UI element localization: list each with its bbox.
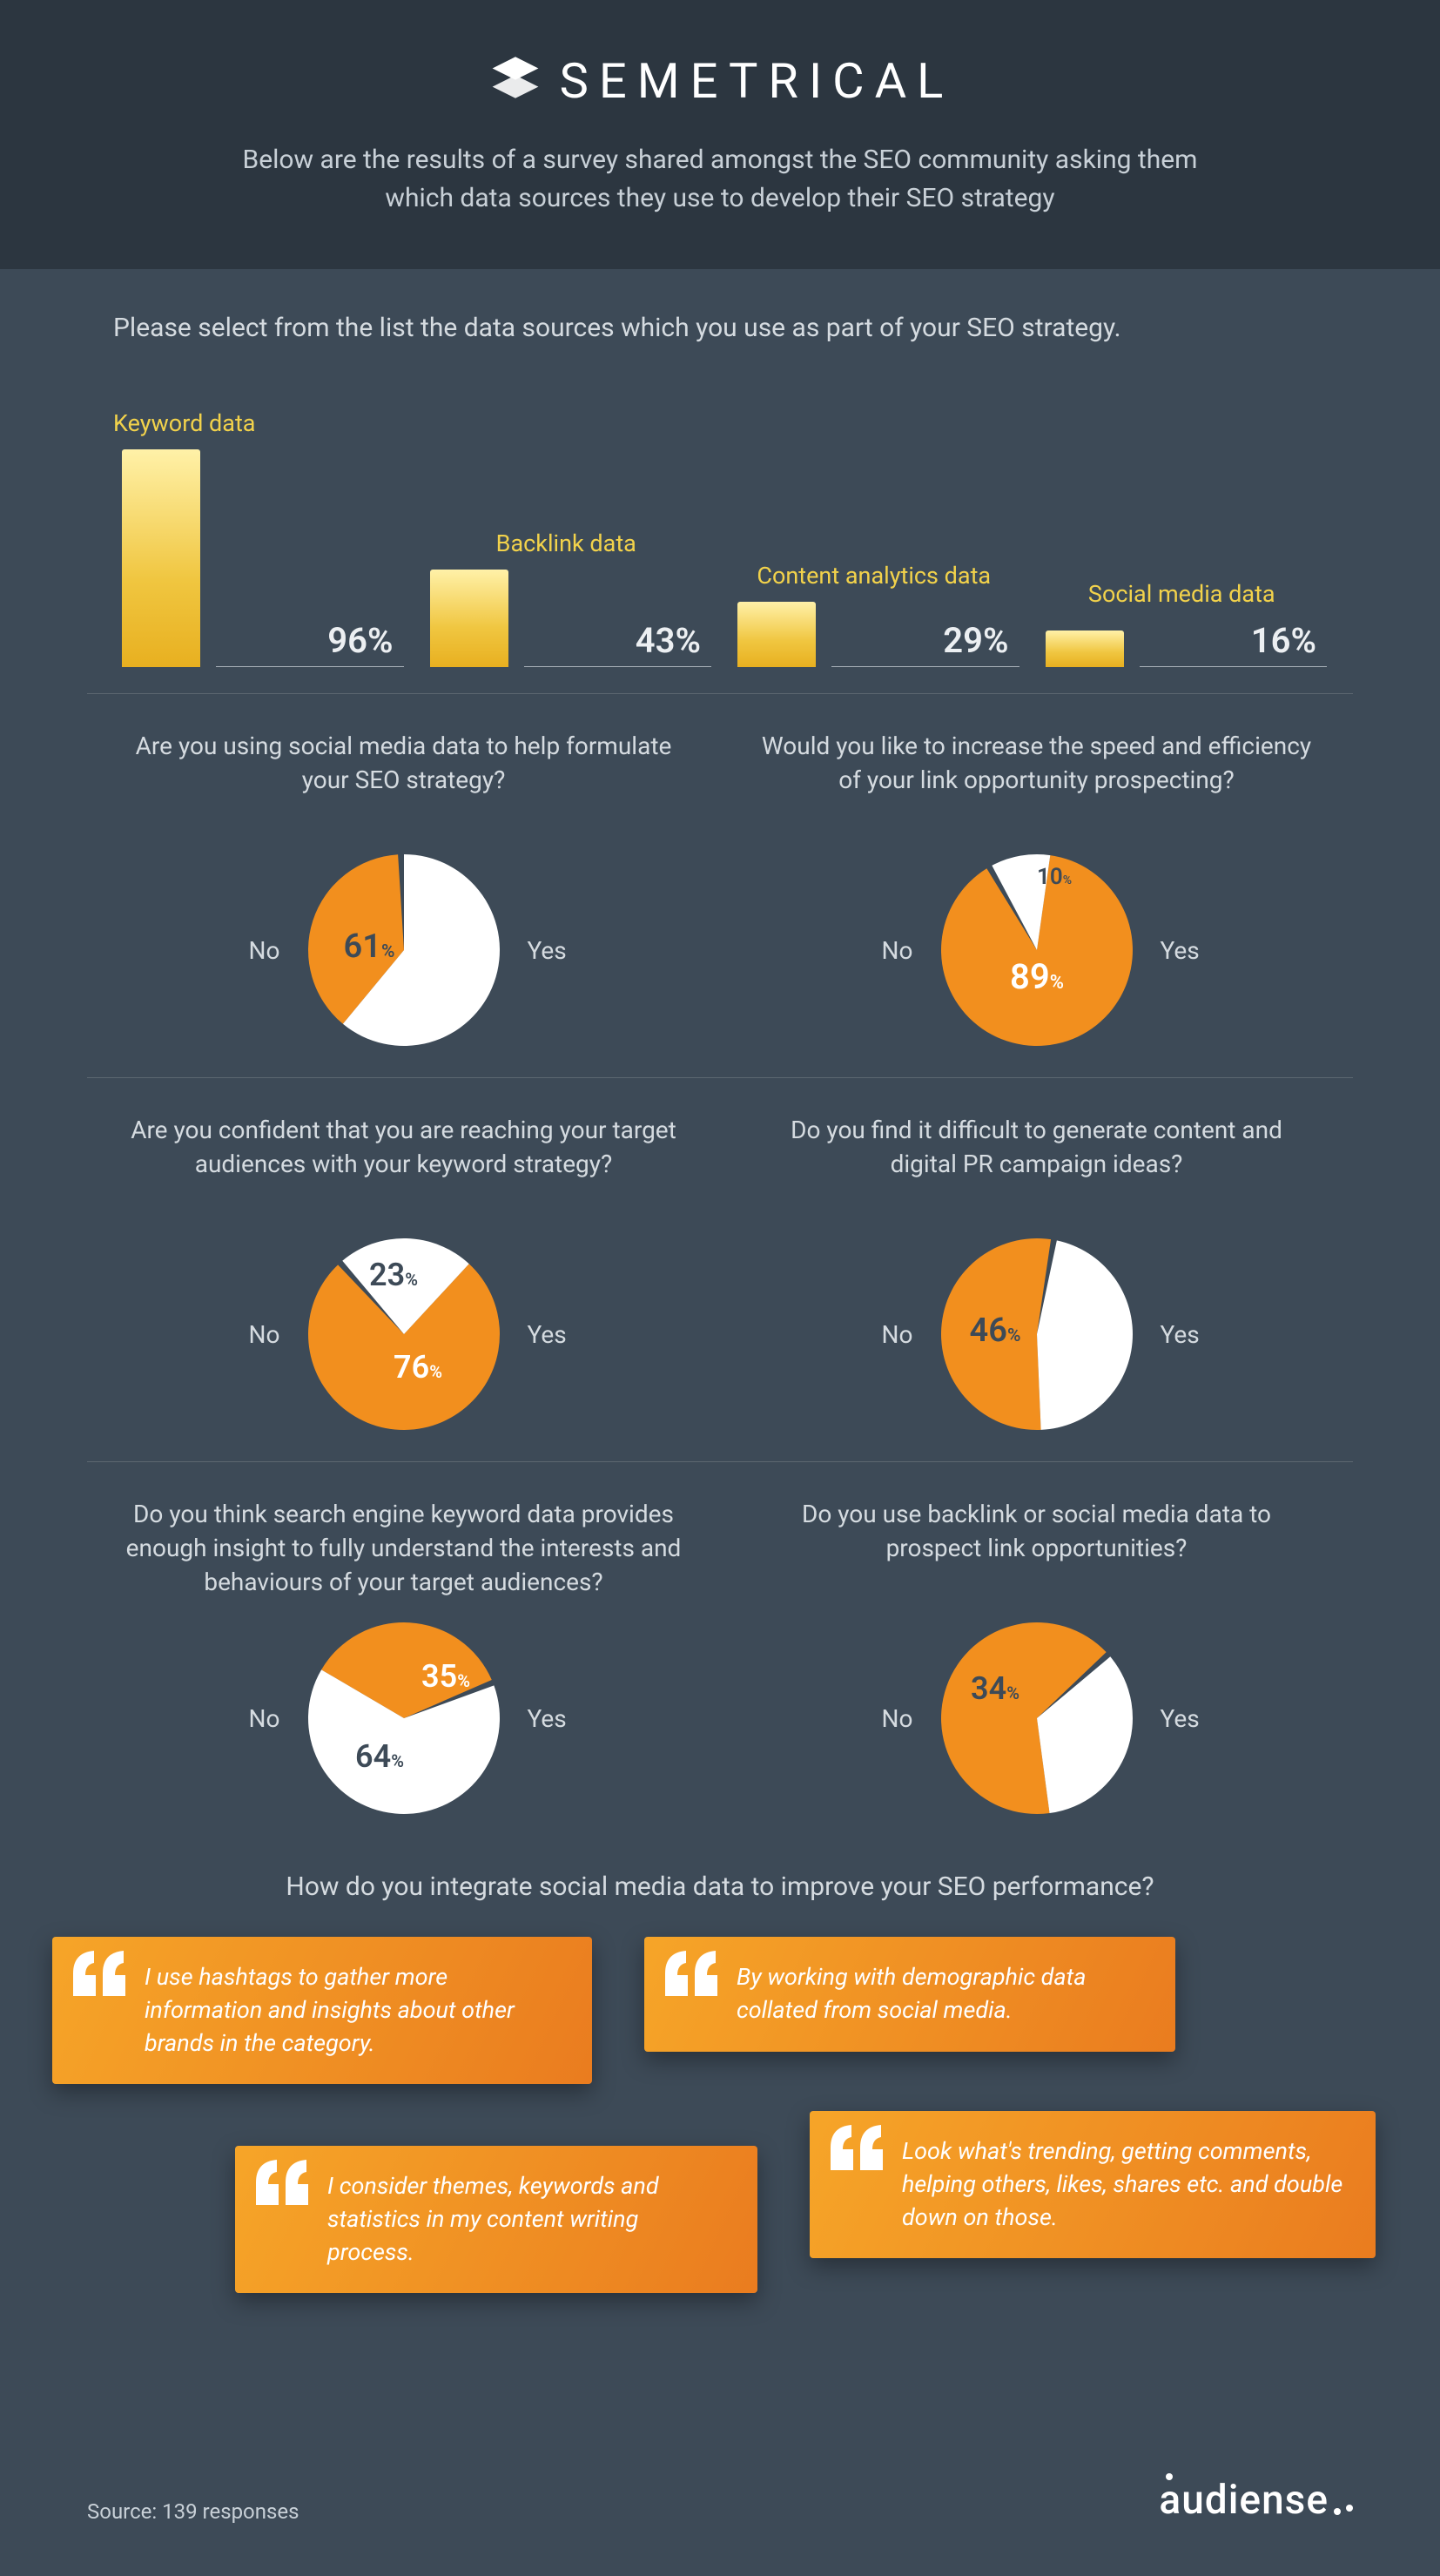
bar (430, 570, 508, 667)
bar (122, 449, 200, 667)
bar-item: Backlink data 43% (421, 498, 712, 667)
pie-no-label: No (844, 1320, 913, 1349)
pie-cell: Do you think search engine keyword data … (87, 1462, 720, 1845)
pie-question: Are you using social media data to help … (104, 729, 703, 833)
pie-no-label: No (844, 936, 913, 965)
bar-label: Content analytics data (757, 530, 991, 591)
quote-box: I consider themes, keywords and statisti… (235, 2146, 757, 2293)
quote-box: Look what's trending, getting comments, … (810, 2111, 1376, 2258)
pie-yes-label: Yes (528, 1704, 597, 1733)
pie-cell: Are you using social media data to help … (87, 694, 720, 1078)
quotes-question: How do you integrate social media data t… (87, 1871, 1353, 1902)
pie-chart: 46%53% (936, 1233, 1138, 1435)
bar-label: Keyword data (113, 378, 255, 439)
pie-question: Would you like to increase the speed and… (737, 729, 1336, 833)
brand-logo: SEMETRICAL (87, 52, 1353, 110)
quotes-canvas: I use hashtags to gather more informatio… (87, 1937, 1353, 2424)
bar-item: Content analytics data 29% (729, 530, 1019, 667)
bar-value-line: 43% (524, 620, 712, 667)
quote-text: I consider themes, keywords and statisti… (327, 2172, 659, 2266)
bar-value: 96% (216, 620, 404, 661)
pie-no-label: No (211, 1704, 280, 1733)
pie-cell: Do you find it difficult to generate con… (720, 1078, 1353, 1462)
pie-cell: Would you like to increase the speed and… (720, 694, 1353, 1078)
brand-name: SEMETRICAL (560, 52, 954, 110)
bar-item: Social media data 16% (1037, 549, 1328, 667)
pie-yes-label: Yes (1161, 1704, 1230, 1733)
source-text: Source: 139 responses (87, 2499, 299, 2524)
bar-value: 29% (831, 620, 1019, 661)
bar-value: 16% (1140, 620, 1328, 661)
quote-marks-icon (252, 2156, 313, 2205)
brand-logo-icon (487, 52, 544, 110)
pie-chart: 23%76% (303, 1233, 505, 1435)
pie-chart: 64%35% (303, 1617, 505, 1819)
pie-yes-label: Yes (528, 936, 597, 965)
bar-chart: Keyword data 96% Backlink data 43% Content a… (87, 378, 1353, 694)
quote-text: By working with demographic data collate… (737, 1963, 1087, 2024)
quote-marks-icon (662, 1947, 723, 1996)
bar-value-line: 16% (1140, 620, 1328, 667)
pie-no-label: No (211, 936, 280, 965)
bar-item: Keyword data 96% (113, 378, 404, 667)
pie-question: Do you find it difficult to generate con… (737, 1113, 1336, 1217)
bar (1046, 631, 1124, 667)
quotes-section: How do you integrate social media data t… (87, 1845, 1353, 2424)
pie-question: Do you use backlink or social media data… (737, 1497, 1336, 1602)
pie-chart: 61%38% (303, 849, 505, 1051)
bar-chart-section: Please select from the list the data sou… (87, 313, 1353, 694)
quote-text: Look what's trending, getting comments, … (902, 2137, 1342, 2231)
pie-chart: 34%65% (936, 1617, 1138, 1819)
audiense-logo: aaudienseudiense (1159, 2477, 1353, 2524)
bar (737, 602, 816, 667)
pie-no-label: No (211, 1320, 280, 1349)
content: Please select from the list the data sou… (0, 269, 1440, 2459)
bar-value-line: 29% (831, 620, 1019, 667)
pie-charts-grid: Are you using social media data to help … (87, 694, 1353, 1845)
bar-label: Social media data (1088, 549, 1275, 610)
pie-chart: 10%89% (936, 849, 1138, 1051)
pie-no-label: No (844, 1704, 913, 1733)
quote-box: By working with demographic data collate… (644, 1937, 1175, 2052)
quote-box: I use hashtags to gather more informatio… (52, 1937, 592, 2084)
pie-yes-label: Yes (1161, 936, 1230, 965)
header-subtitle: Below are the results of a survey shared… (241, 141, 1199, 217)
header: SEMETRICAL Below are the results of a su… (0, 0, 1440, 269)
quote-text: I use hashtags to gather more informatio… (145, 1963, 515, 2057)
pie-question: Are you confident that you are reaching … (104, 1113, 703, 1217)
pie-cell: Do you use backlink or social media data… (720, 1462, 1353, 1845)
bar-label: Backlink data (496, 498, 636, 559)
pie-question: Do you think search engine keyword data … (104, 1497, 703, 1602)
pie-yes-label: Yes (1161, 1320, 1230, 1349)
bar-value-line: 96% (216, 620, 404, 667)
quote-marks-icon (827, 2121, 888, 2170)
bar-value: 43% (524, 620, 712, 661)
footer: Source: 139 responses aaudienseudiense (0, 2477, 1440, 2576)
pie-cell: Are you confident that you are reaching … (87, 1078, 720, 1462)
quote-marks-icon (70, 1947, 131, 1996)
bar-chart-question: Please select from the list the data sou… (87, 313, 1353, 343)
pie-yes-label: Yes (528, 1320, 597, 1349)
